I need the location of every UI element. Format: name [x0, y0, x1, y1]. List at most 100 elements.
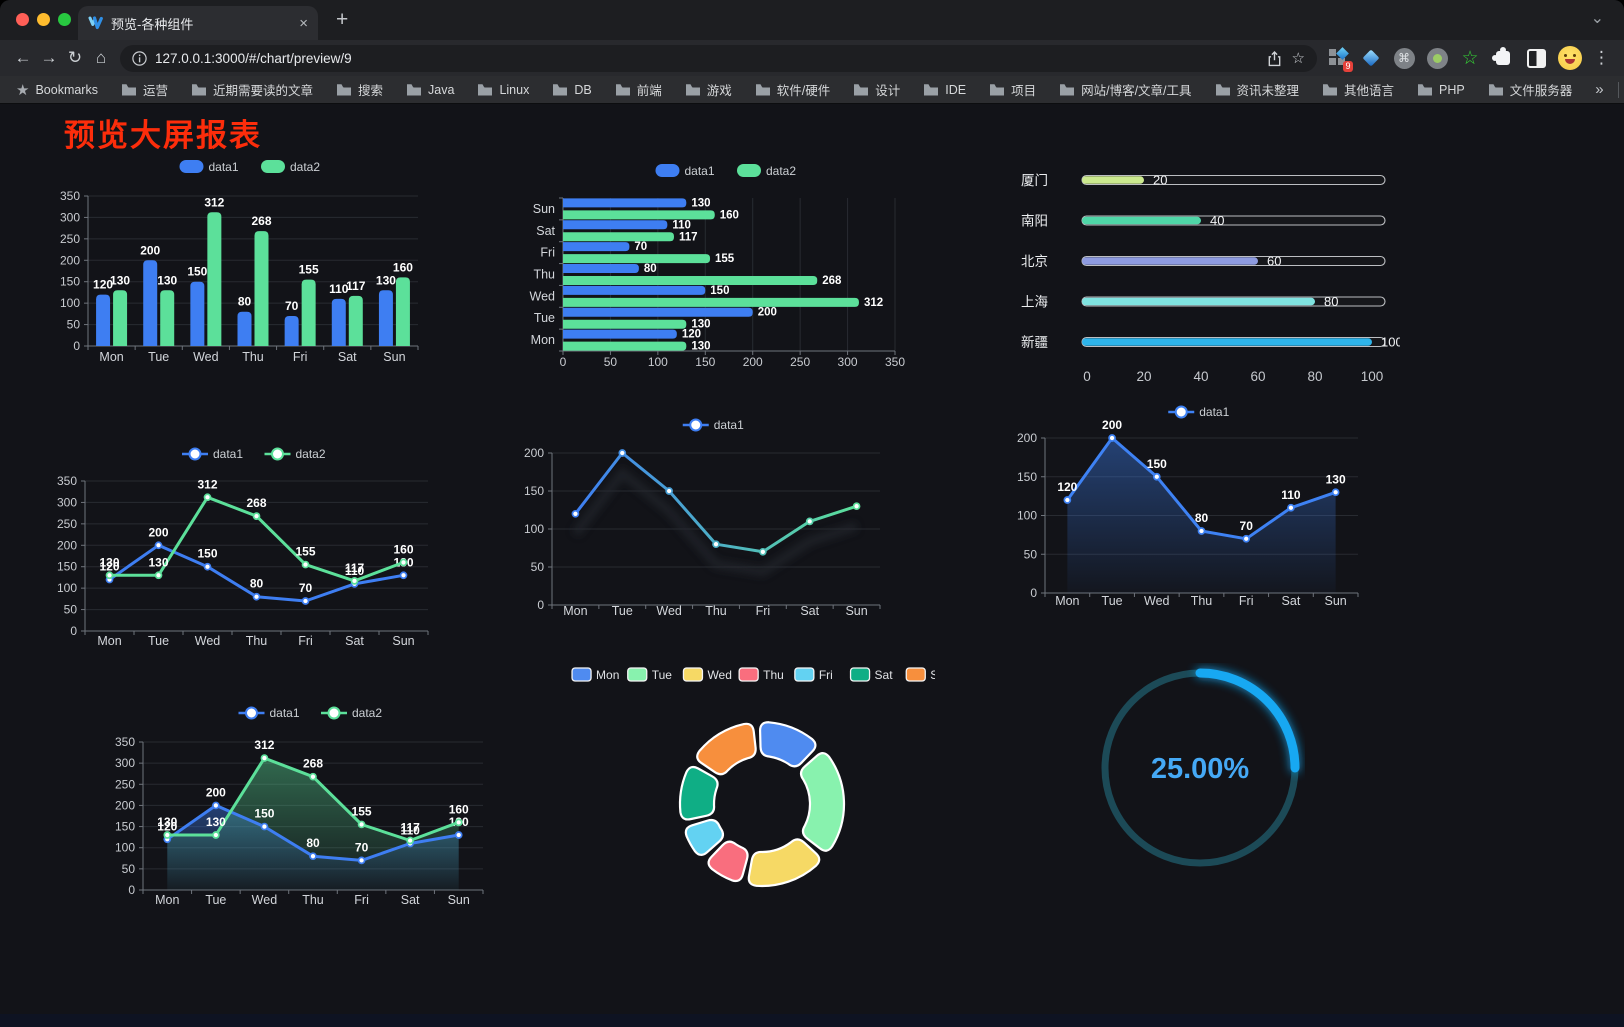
bookmark-folder-label: 搜索 — [358, 84, 384, 98]
svg-text:Thu: Thu — [246, 634, 268, 648]
areas — [571, 466, 858, 577]
puzzle-extensions-icon[interactable] — [1492, 47, 1514, 69]
zoom-window-button[interactable] — [58, 13, 71, 26]
bookmarks-overflow-button[interactable]: » — [1595, 81, 1604, 98]
svg-text:312: 312 — [197, 477, 217, 491]
legend-item-Sat[interactable]: Sat — [849, 667, 894, 682]
svg-text:100: 100 — [648, 355, 668, 369]
svg-text:data2: data2 — [766, 164, 796, 178]
minimize-window-button[interactable] — [37, 13, 50, 26]
svg-text:70: 70 — [355, 840, 369, 854]
contrast-extension-icon[interactable] — [1525, 47, 1547, 69]
legend-item-data1[interactable]: data1 — [179, 160, 239, 174]
browser-menu-button[interactable]: ⋮ — [1593, 48, 1610, 67]
bookmark-folder[interactable]: 搜索 — [336, 80, 383, 99]
legend-item-Sun[interactable]: Sun — [905, 667, 952, 682]
legend-item-Thu[interactable]: Thu — [738, 667, 784, 682]
legend-item-data1[interactable]: data1 — [1168, 405, 1230, 419]
svg-text:350: 350 — [57, 474, 77, 488]
svg-text:80: 80 — [644, 263, 657, 275]
bookmark-folder[interactable]: 其他语言 — [1322, 80, 1394, 99]
svg-text:Thu: Thu — [242, 350, 264, 364]
back-button[interactable]: ← — [14, 48, 32, 67]
legend-item-data2[interactable]: data2 — [264, 447, 326, 461]
svg-text:Wed: Wed — [1144, 594, 1170, 608]
bookmark-folder[interactable]: DB — [552, 80, 592, 99]
folder-icon — [1488, 84, 1503, 96]
legend-item-data1[interactable]: data1 — [655, 164, 715, 178]
bookmark-folder[interactable]: 项目 — [989, 80, 1036, 99]
bookmark-folder[interactable]: 设计 — [853, 80, 900, 99]
legend-item-data2[interactable]: data2 — [737, 164, 796, 178]
bookmark-folder[interactable]: 前端 — [615, 80, 662, 99]
green-star-extension-icon[interactable]: ☆ — [1461, 47, 1479, 69]
svg-text:60: 60 — [1267, 254, 1281, 269]
series-data1: 120 200 150 80 70 110 130 — [99, 525, 414, 605]
svg-text:50: 50 — [122, 862, 136, 876]
legend-item-data1[interactable]: data1 — [182, 447, 243, 461]
legend-item-data2[interactable]: data2 — [321, 706, 382, 720]
profile-avatar[interactable] — [1558, 46, 1582, 70]
svg-text:Thu: Thu — [763, 668, 784, 682]
bookmark-folder[interactable]: 资讯未整理 — [1215, 80, 1299, 99]
svg-text:70: 70 — [299, 581, 313, 595]
bookmark-folder[interactable]: 游戏 — [685, 80, 732, 99]
bookmark-folder[interactable]: Java — [406, 80, 454, 99]
bookmark-folder[interactable]: 运营 — [121, 80, 168, 99]
bookmarks-root[interactable]: ★ Bookmarks — [16, 81, 98, 99]
bookmark-folder[interactable]: 网站/博客/文章/工具 — [1059, 80, 1192, 99]
address-bar[interactable]: 127.0.0.1:3000/#/chart/preview/9 ☆ — [120, 44, 1317, 72]
bookmark-star-icon[interactable]: ☆ — [1291, 50, 1305, 67]
folder-icon — [990, 84, 1005, 96]
svg-text:0: 0 — [537, 598, 544, 612]
svg-text:130: 130 — [691, 319, 710, 331]
legend-item-Tue[interactable]: Tue — [627, 667, 673, 682]
share-icon[interactable] — [1265, 49, 1284, 68]
svg-text:160: 160 — [393, 260, 413, 274]
bookmark-folder-label: PHP — [1439, 82, 1465, 97]
legend-item-data2[interactable]: data2 — [261, 160, 320, 174]
legend-item-Mon[interactable]: Mon — [571, 667, 619, 682]
legend-item-Fri[interactable]: Fri — [794, 667, 833, 682]
svg-text:data1: data1 — [270, 706, 300, 720]
info-icon[interactable] — [132, 50, 147, 66]
bookmark-folder[interactable]: Linux — [477, 80, 529, 99]
svg-text:80: 80 — [1307, 369, 1322, 384]
tab-strip-chevron[interactable]: ⌄ — [1590, 10, 1604, 27]
grid-diamond-extension-icon[interactable]: 9 — [1327, 47, 1353, 72]
home-button[interactable]: ⌂ — [95, 48, 107, 67]
series-data1 — [571, 449, 861, 556]
legend-item-Wed[interactable]: Wed — [682, 667, 732, 682]
bookmark-folder[interactable]: 近期需要读的文章 — [191, 80, 313, 99]
svg-text:200: 200 — [524, 446, 544, 460]
reload-button[interactable]: ↻ — [67, 48, 83, 67]
bookmark-folder[interactable]: 软件/硬件 — [755, 80, 830, 99]
svg-text:50: 50 — [1024, 547, 1038, 561]
svg-text:200: 200 — [148, 525, 168, 539]
svg-text:data1: data1 — [1199, 405, 1229, 419]
svg-text:200: 200 — [206, 785, 226, 799]
bookmark-folder[interactable]: IDE — [923, 80, 966, 99]
close-window-button[interactable] — [16, 13, 29, 26]
svg-text:300: 300 — [838, 355, 858, 369]
new-tab-button[interactable]: + — [336, 8, 349, 31]
gem-extension-icon[interactable] — [1360, 47, 1382, 69]
svg-text:Wed: Wed — [195, 634, 221, 648]
recorder-extension-icon[interactable] — [1426, 47, 1448, 69]
forward-button[interactable]: → — [40, 48, 58, 67]
svg-text:155: 155 — [295, 545, 315, 559]
command-extension-icon[interactable]: ⌘ — [1393, 47, 1415, 69]
tab-close-button[interactable]: × — [299, 14, 308, 32]
bookmark-folder[interactable]: PHP — [1417, 80, 1465, 99]
browser-tab[interactable]: 预览-各种组件 × — [78, 6, 318, 40]
bookmark-folder[interactable]: 文件服务器 — [1488, 80, 1572, 99]
svg-text:110: 110 — [672, 219, 691, 231]
svg-text:117: 117 — [679, 231, 698, 243]
svg-text:Sun: Sun — [392, 634, 414, 648]
svg-text:250: 250 — [115, 777, 135, 791]
legend-item-data1[interactable]: data1 — [238, 706, 300, 720]
legend-item-data1[interactable]: data1 — [682, 418, 744, 432]
svg-text:117: 117 — [346, 279, 366, 293]
url-text[interactable]: 127.0.0.1:3000/#/chart/preview/9 — [155, 50, 352, 66]
